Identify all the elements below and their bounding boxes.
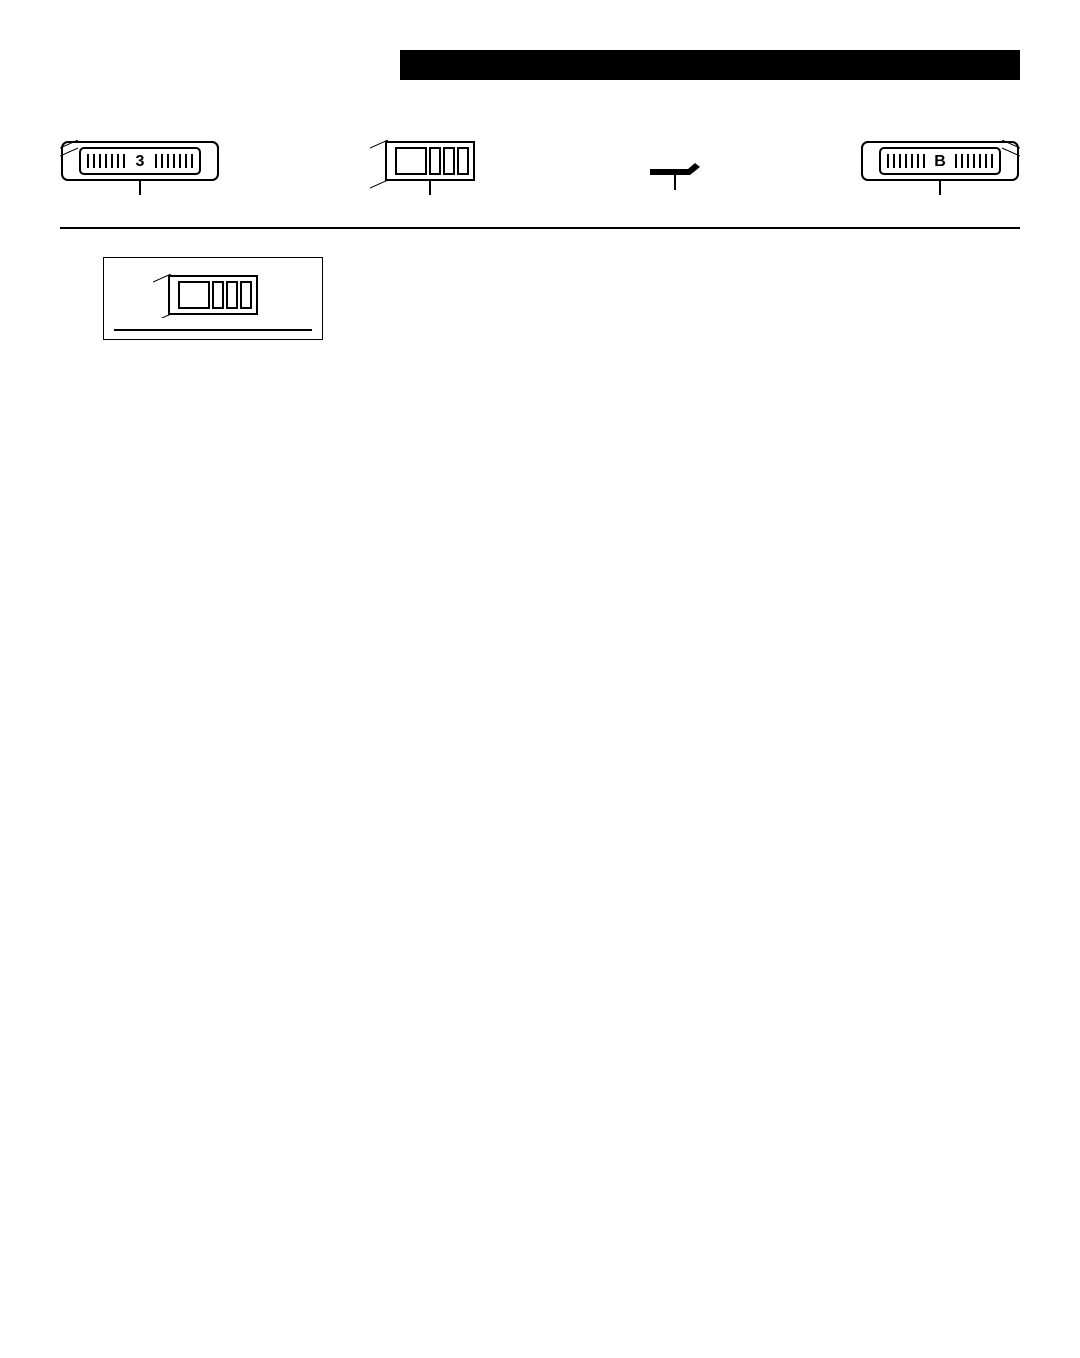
setting-steps-b-col: [387, 90, 694, 116]
box-label: [114, 264, 312, 274]
dial-value: B: [934, 153, 946, 170]
setting-controls-col: [60, 90, 367, 116]
th-alt: [871, 221, 1020, 228]
ext-switch-icon: [370, 140, 490, 195]
th-check: [273, 221, 593, 228]
light-switch: [640, 155, 710, 196]
dial-value: 3: [136, 153, 145, 170]
refrig-dial-icon: 3: [60, 140, 220, 195]
adjusting-col-1: [387, 249, 694, 348]
th-set: [593, 221, 870, 228]
changing-col: [713, 90, 1020, 116]
ext-moist-col: [60, 249, 367, 348]
light-switch-icon: [640, 155, 710, 190]
refrigerator-control: 3: [60, 130, 220, 201]
controls-illustration-row: 3: [60, 130, 1020, 201]
ext-moist-box: [103, 257, 323, 340]
ext-moisture-control: [370, 130, 490, 201]
th-condition: [60, 221, 273, 228]
ext-switch-icon: [153, 274, 273, 318]
intro-columns: [60, 90, 1020, 116]
freezer-dial-icon: B: [860, 140, 1020, 195]
header-black-bar: [400, 50, 1020, 80]
adjusting-col-2: [713, 249, 1020, 348]
freezer-control: B: [860, 130, 1020, 201]
bottom-columns: [60, 249, 1020, 348]
troubleshooting-table: [60, 221, 1020, 229]
